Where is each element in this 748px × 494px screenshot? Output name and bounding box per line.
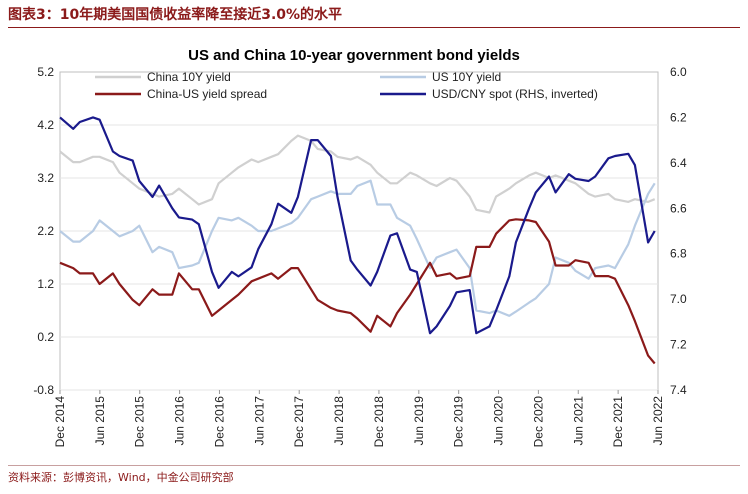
series-line-china-us-yield-spread	[59, 218, 656, 365]
x-tick-label: Dec 2018	[372, 396, 386, 448]
series-line-us-10y-yield	[59, 179, 656, 317]
right-tick-label: 6.8	[670, 247, 687, 261]
legend-label: US 10Y yield	[432, 70, 501, 84]
x-tick-label: Dec 2017	[292, 396, 306, 448]
x-axis-ticks: Dec 2014 Jun 2015 Dec 2015 Jun 2016 Dec 2016…	[53, 390, 665, 447]
legend-label: China 10Y yield	[147, 70, 231, 84]
right-tick-label: 6.4	[670, 156, 687, 170]
legend-label: China-US yield spread	[147, 87, 267, 101]
x-tick-label: Jun 2018	[332, 396, 346, 446]
figure-heading: 图表3：10年期美国国债收益率降至接近3.0%的水平	[8, 7, 343, 23]
x-tick-label: Dec 2016	[212, 396, 226, 448]
x-tick-label: Dec 2021	[611, 396, 625, 448]
x-tick-label: Jun 2015	[93, 396, 107, 446]
left-tick-label: -0.8	[33, 383, 54, 397]
right-tick-label: 7.4	[670, 383, 687, 397]
right-tick-label: 6.0	[670, 65, 687, 79]
left-tick-label: 5.2	[37, 65, 54, 79]
chart-title: US and China 10-year government bond yie…	[188, 47, 520, 64]
right-tick-label: 6.2	[670, 110, 687, 124]
left-axis-ticks: 5.2 4.2 3.2 2.2 1.2 0.2 -0.8	[33, 65, 54, 397]
right-tick-label: 7.2	[670, 338, 687, 352]
x-tick-label: Jun 2020	[492, 396, 506, 446]
figure-source: 资料来源：彭博资讯，Wind，中金公司研究部	[8, 471, 234, 484]
left-tick-label: 2.2	[37, 224, 54, 238]
x-tick-label: Dec 2019	[452, 396, 466, 448]
x-tick-label: Dec 2020	[531, 396, 545, 448]
series-line-usd-cny-spot-rhs-inverted	[59, 116, 656, 335]
right-axis-ticks: 6.0 6.2 6.4 6.6 6.8 7.0 7.2 7.4	[670, 65, 687, 397]
x-tick-label: Dec 2015	[133, 396, 147, 448]
series-line-china-10y-yield	[59, 134, 656, 214]
left-tick-label: 0.2	[37, 330, 54, 344]
gridlines	[60, 124, 658, 391]
x-tick-label: Dec 2014	[53, 396, 67, 448]
x-tick-label: Jun 2022	[651, 396, 665, 446]
right-tick-label: 7.0	[670, 292, 687, 306]
x-tick-label: Jun 2017	[252, 396, 266, 446]
heading-rule	[8, 27, 740, 28]
right-tick-label: 6.6	[670, 201, 687, 215]
source-rule	[8, 465, 740, 466]
chart: US and China 10-year government bond yie…	[33, 47, 687, 447]
x-tick-label: Jun 2019	[412, 396, 426, 446]
series-layer	[59, 116, 656, 365]
left-tick-label: 4.2	[37, 118, 54, 132]
left-tick-label: 1.2	[37, 277, 54, 291]
x-tick-label: Jun 2016	[173, 396, 187, 446]
legend-label: USD/CNY spot (RHS, inverted)	[432, 87, 598, 101]
left-tick-label: 3.2	[37, 171, 54, 185]
x-tick-label: Jun 2021	[571, 396, 585, 446]
legend: China 10Y yield US 10Y yield China-US yiel…	[95, 70, 598, 101]
